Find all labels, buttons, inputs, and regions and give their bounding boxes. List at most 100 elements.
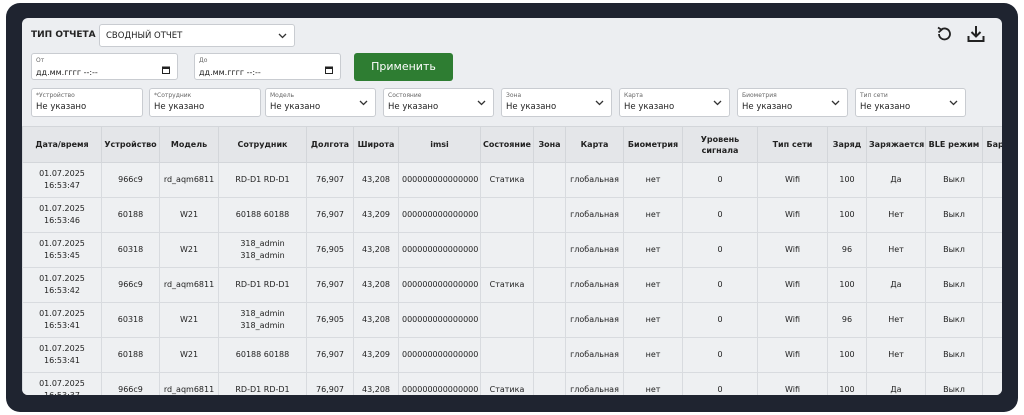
table-cell: 000000000000000 [398, 337, 481, 373]
chevron-icon [831, 100, 840, 105]
filter-value: Не указано [36, 102, 87, 112]
table-cell: Нет [866, 302, 926, 338]
table-cell: Wifi [757, 197, 828, 233]
download-icon[interactable] [966, 24, 986, 44]
table-cell: 0 [682, 162, 758, 198]
table-row[interactable]: 01.07.2025 16:53:47 966c9 rd_aqm6811 RD-D1 … [22, 162, 1002, 198]
apply-button[interactable]: Применить [354, 53, 453, 81]
table-row[interactable]: 01.07.2025 16:53:41 60188 W21 60188 60188 76… [22, 337, 1002, 373]
table-cell: 01.07.2025 16:53:45 [22, 232, 102, 268]
table-cell [480, 337, 534, 373]
column-header: BLE режим [925, 126, 983, 163]
date-placeholder: дд.мм.гггг --:-- [199, 68, 261, 77]
table-cell: 966c9 [101, 162, 160, 198]
table-cell: глобальная [565, 197, 624, 233]
column-header: Состояние [480, 126, 534, 163]
table-cell [533, 197, 566, 233]
table-cell: 000000000000000 [398, 302, 481, 338]
filter-value: Не указано [506, 102, 557, 112]
column-header: Тип сети [757, 126, 828, 163]
table-cell: 43,209 [353, 337, 399, 373]
filter-label: Тип сети [860, 92, 888, 99]
filter-select[interactable]: Биометрия Не указано [737, 88, 848, 117]
table-cell [480, 232, 534, 268]
table-cell: 76,907 [306, 372, 354, 395]
table-cell: Нет [866, 337, 926, 373]
table-cell: RD-D1 RD-D1 [218, 162, 307, 198]
table-cell: 000000000000000 [398, 267, 481, 303]
table-cell: нет [623, 197, 683, 233]
filter-select[interactable]: *Устройство Не указано [31, 88, 143, 117]
table-cell: 43,208 [353, 232, 399, 268]
table-row[interactable]: 01.07.2025 16:53:42 966c9 rd_aqm6811 RD-D1 … [22, 267, 1002, 303]
table-cell: Выкл [925, 232, 983, 268]
column-header: Сотрудник [218, 126, 307, 163]
table-cell: 76,907 [306, 197, 354, 233]
table-cell [533, 372, 566, 395]
table-row[interactable]: 01.07.2025 16:53:37966c9rd_aqm6811RD-D1 … [22, 372, 1002, 395]
table-cell: глобальная [565, 267, 624, 303]
table-row[interactable]: 01.07.2025 16:53:41 60318 W21 318_admin 318… [22, 302, 1002, 338]
table-cell: Выкл [925, 162, 983, 198]
table-cell: Нет [866, 232, 926, 268]
table-cell: глобальная [565, 337, 624, 373]
table-cell: Статика [480, 267, 534, 303]
table-cell: 60188 [101, 337, 160, 373]
table-cell: 0,0 [982, 197, 1002, 233]
filter-select[interactable]: Модель Не указано [265, 88, 376, 117]
table-cell: 01.07.2025 16:53:41 [22, 337, 102, 373]
chevron-icon [713, 100, 722, 105]
table-row[interactable]: 01.07.2025 16:53:45 60318 W21 318_admin 318… [22, 232, 1002, 268]
table-cell: 0 [682, 232, 758, 268]
refresh-icon[interactable] [935, 25, 953, 43]
table-cell: 0 [682, 267, 758, 303]
table-cell: 100 [827, 337, 867, 373]
table-cell: 0,0 [982, 232, 1002, 268]
table-cell: 0 [682, 337, 758, 373]
filter-value: Не указано [388, 102, 439, 112]
table-cell: Wifi [757, 372, 828, 395]
table-cell: 01.07.2025 16:53:47 [22, 162, 102, 198]
chevron-icon [477, 100, 486, 105]
column-header: Зона [533, 126, 566, 163]
table-cell: 0,0 [982, 372, 1002, 395]
date-input[interactable]: От дд.мм.гггг --:-- [31, 53, 178, 80]
table-cell: W21 [159, 302, 219, 338]
table-cell: W21 [159, 337, 219, 373]
table-cell: 318_admin 318_admin [218, 302, 307, 338]
table-cell: Wifi [757, 337, 828, 373]
filter-label: Состояние [388, 92, 422, 99]
table-cell [533, 267, 566, 303]
chevron-icon [949, 100, 958, 105]
calendar-icon [325, 66, 333, 74]
table-cell: 000000000000000 [398, 372, 481, 395]
table-cell: Да [866, 162, 926, 198]
table-cell: 76,907 [306, 162, 354, 198]
report-type-select[interactable]: СВОДНЫЙ ОТЧЕТ [99, 24, 295, 47]
table-cell: нет [623, 162, 683, 198]
table-cell: 966c9 [101, 372, 160, 395]
table-cell: глобальная [565, 232, 624, 268]
table-cell: RD-D1 RD-D1 [218, 372, 307, 395]
filter-select[interactable]: *Сотрудник Не указано [149, 88, 261, 117]
filter-select[interactable]: Карта Не указано [619, 88, 730, 117]
table-row[interactable]: 01.07.2025 16:53:46 60188 W21 60188 60188 76… [22, 197, 1002, 233]
table-cell: 0 [682, 372, 758, 395]
table-cell: нет [623, 267, 683, 303]
table-cell: 43,208 [353, 302, 399, 338]
table-cell: 000000000000000 [398, 197, 481, 233]
table-cell: 43,208 [353, 267, 399, 303]
table-cell: RD-D1 RD-D1 [218, 267, 307, 303]
table-cell: 01.07.2025 16:53:41 [22, 302, 102, 338]
filter-select[interactable]: Состояние Не указано [383, 88, 494, 117]
table-cell: Нет [866, 197, 926, 233]
table-cell: rd_aqm6811 [159, 162, 219, 198]
filter-select[interactable]: Тип сети Не указано [855, 88, 966, 117]
table-cell: Wifi [757, 232, 828, 268]
filter-select[interactable]: Зона Не указано [501, 88, 612, 117]
date-input[interactable]: До дд.мм.гггг --:-- [194, 53, 341, 80]
filter-label: *Устройство [36, 92, 75, 99]
table-cell: 0,0 [982, 337, 1002, 373]
table-cell: Выкл [925, 197, 983, 233]
